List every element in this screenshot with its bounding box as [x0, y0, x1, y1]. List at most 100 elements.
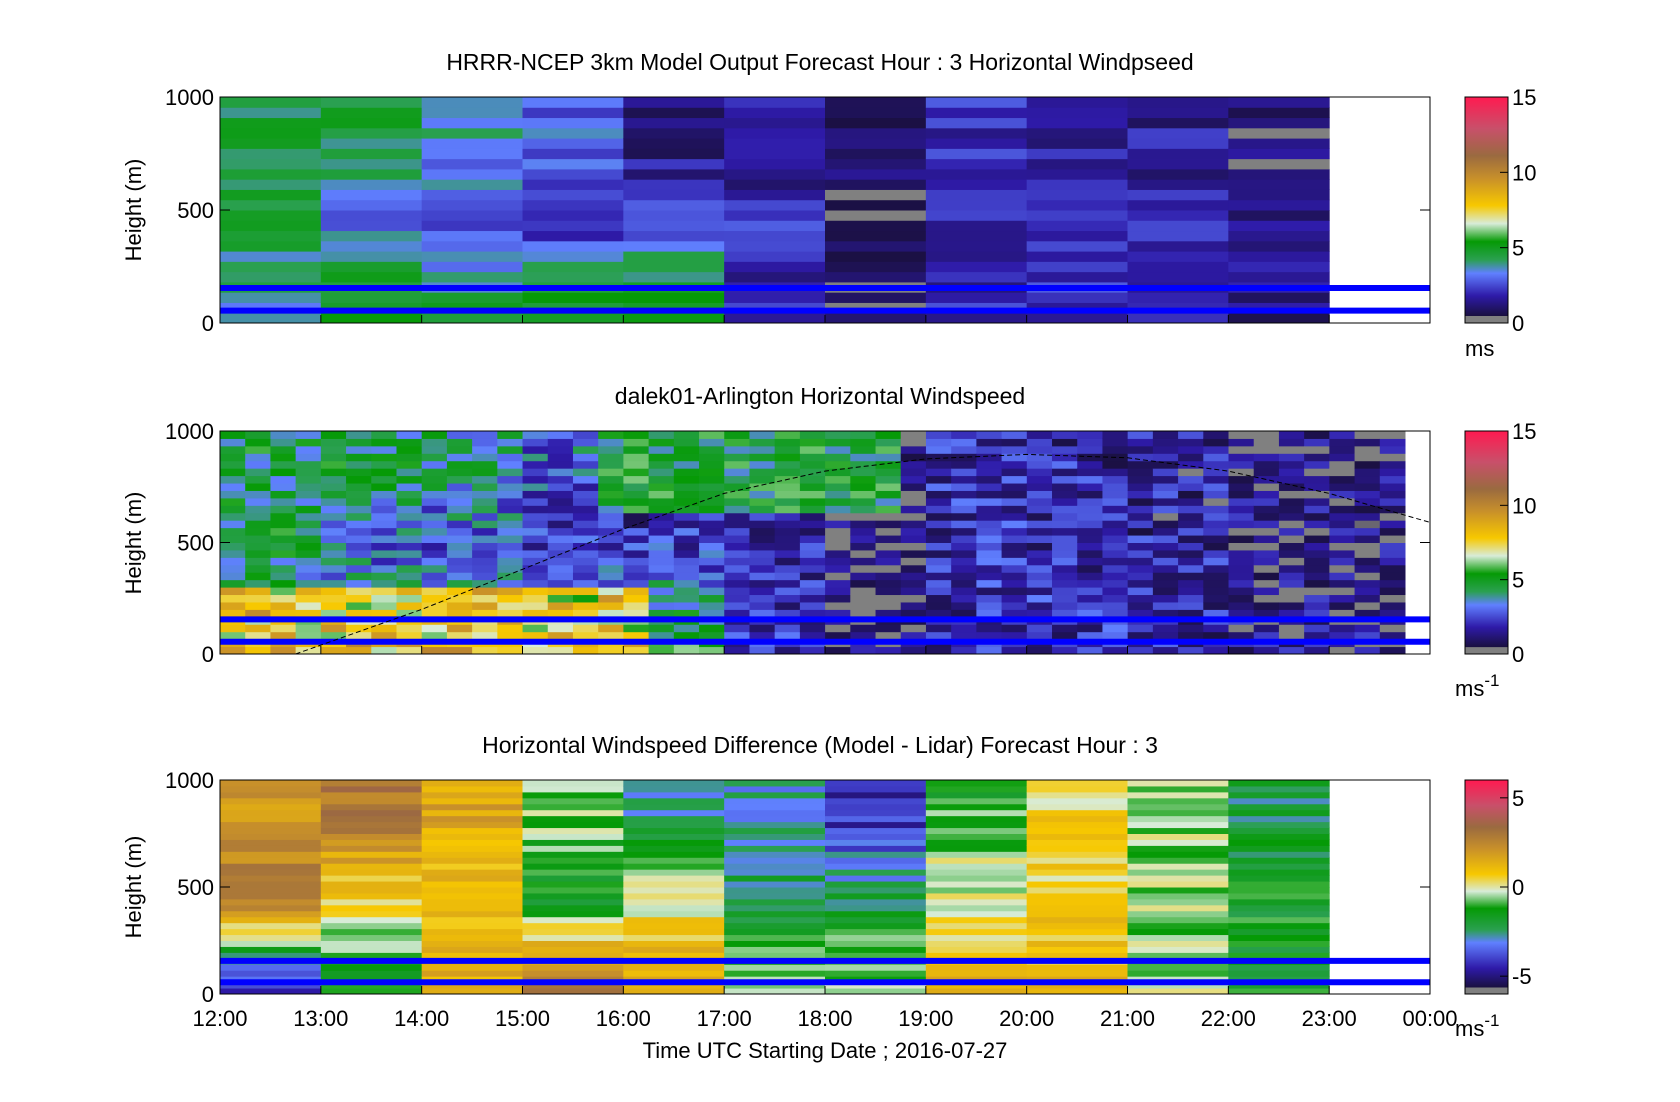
- lidar-cell: [1354, 453, 1381, 462]
- difference-cell: [320, 875, 423, 882]
- lidar-cell: [1026, 438, 1053, 447]
- lidar-cell: [850, 460, 877, 469]
- lidar-cell: [472, 512, 498, 521]
- lidar-cell: [320, 542, 347, 551]
- lidar-cell: [1026, 431, 1053, 439]
- difference-cell: [925, 940, 1028, 947]
- difference-cell: [925, 815, 1028, 823]
- lidar-cell: [320, 594, 347, 603]
- colorbar-unit-difference: ms-1: [1455, 1011, 1499, 1041]
- lidar-cell: [875, 490, 902, 499]
- lidar-cell: [724, 572, 750, 581]
- lidar-cell: [825, 445, 851, 454]
- difference-cell: [1026, 785, 1128, 793]
- lidar-cell: [572, 587, 599, 596]
- model-cell: [1127, 271, 1229, 283]
- lidar-cell: [1203, 535, 1230, 543]
- lidar-cell: [1178, 527, 1204, 536]
- lidar-cell: [699, 505, 725, 514]
- lidar-cell: [220, 535, 246, 543]
- lidar-cell: [1203, 520, 1230, 529]
- lidar-cell: [623, 587, 650, 596]
- difference-cell: [320, 988, 423, 995]
- model-cell: [825, 158, 927, 170]
- lidar-cell: [1304, 646, 1330, 655]
- lidar-cell: [497, 453, 524, 462]
- reference-lines-model: [220, 284, 1430, 314]
- lidar-cell: [446, 475, 473, 484]
- lidar-cell: [245, 445, 271, 454]
- difference-cell: [623, 791, 725, 799]
- model-cell: [825, 240, 927, 252]
- lidar-cell: [1001, 490, 1028, 499]
- difference-cell: [825, 857, 927, 864]
- lidar-cell: [572, 564, 599, 573]
- lidar-cell: [875, 587, 902, 596]
- lidar-cell: [295, 624, 322, 633]
- lidar-cell: [1178, 520, 1204, 529]
- lidar-cell: [1077, 520, 1103, 529]
- lidar-cell: [572, 542, 599, 551]
- lidar-cell: [1052, 587, 1078, 596]
- difference-cell: [724, 797, 826, 805]
- lidar-cell: [421, 438, 448, 447]
- lidar-cell: [925, 594, 952, 603]
- lidar-cell: [245, 594, 271, 603]
- lidar-cell: [1077, 587, 1103, 596]
- lidar-cell: [1379, 520, 1406, 529]
- lidar-cell: [421, 475, 448, 484]
- lidar-cell: [925, 631, 952, 640]
- difference-cell: [220, 970, 322, 977]
- lidar-cell: [1152, 512, 1179, 521]
- lidar-cell: [623, 438, 650, 447]
- difference-cell: [724, 857, 826, 864]
- lidar-cell: [799, 468, 826, 477]
- lidar-cell: [875, 646, 902, 655]
- model-cell: [1127, 251, 1229, 262]
- lidar-cell: [572, 497, 599, 506]
- difference-cell: [421, 821, 523, 829]
- reference-lines-difference: [220, 957, 1430, 986]
- lidar-cell: [220, 594, 246, 603]
- lidar-cell: [900, 542, 927, 551]
- difference-cell: [825, 851, 927, 858]
- lidar-cell: [900, 624, 927, 633]
- lidar-cell: [446, 453, 473, 462]
- lidar-cell: [1278, 646, 1305, 655]
- difference-cell: [1026, 881, 1128, 888]
- lidar-cell: [1178, 557, 1204, 566]
- difference-cell: [623, 934, 725, 941]
- lidar-cell: [799, 601, 826, 610]
- lidar-cell: [1052, 594, 1078, 603]
- lidar-cell: [446, 542, 473, 551]
- difference-cell: [220, 928, 322, 936]
- difference-cell: [421, 803, 523, 811]
- difference-cell: [825, 803, 927, 811]
- lidar-cell: [1329, 549, 1356, 558]
- lidar-cell: [396, 587, 423, 596]
- lidar-cell: [547, 557, 574, 566]
- lidar-cell: [951, 445, 977, 454]
- lidar-cell: [825, 512, 851, 521]
- lidar-cell: [446, 460, 473, 469]
- difference-cell: [220, 821, 322, 829]
- model-cell: [320, 189, 423, 201]
- difference-cell: [522, 809, 624, 817]
- difference-cell: [421, 887, 523, 894]
- difference-cell: [522, 780, 624, 787]
- lidar-cell: [1278, 512, 1305, 521]
- model-cell: [925, 138, 1028, 149]
- lidar-cell: [1278, 468, 1305, 477]
- lidar-cell: [951, 431, 977, 439]
- difference-cell: [623, 785, 725, 793]
- lidar-cell: [421, 505, 448, 514]
- lidar-cell: [421, 549, 448, 558]
- lidar-cell: [875, 601, 902, 610]
- model-cell: [421, 189, 523, 201]
- lidar-cell: [951, 505, 977, 514]
- lidar-cell: [875, 512, 902, 521]
- model-cell: [421, 148, 523, 160]
- lidar-cell: [547, 431, 574, 439]
- lidar-cell: [1304, 468, 1330, 477]
